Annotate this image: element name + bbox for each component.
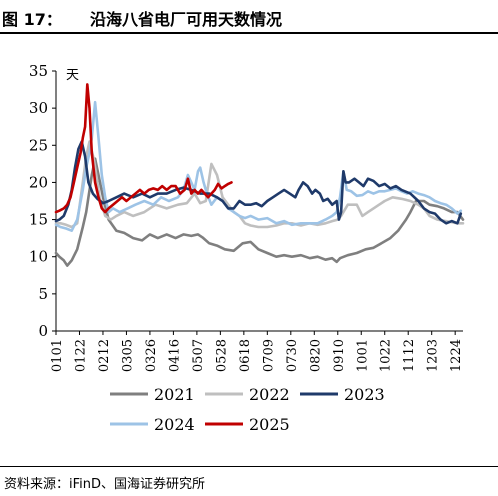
- y-tick-label: 5: [38, 285, 48, 303]
- source-note: 资料来源：iFinD、国海证券研究所: [4, 477, 206, 492]
- legend-label: 2022: [249, 385, 290, 404]
- legend-item-2022: 2022: [205, 385, 290, 404]
- x-tick-label: 0212: [97, 339, 112, 372]
- series-line-2022: [54, 140, 465, 229]
- y-tick-label: 10: [29, 248, 48, 266]
- series-line-2025: [54, 83, 233, 214]
- x-tick-label: 1112: [402, 339, 417, 372]
- x-tick-label: 0910: [332, 339, 347, 372]
- x-tick-label: 0507: [191, 339, 206, 372]
- legend-item-2021: 2021: [110, 385, 195, 404]
- x-tick-label: 0709: [261, 339, 276, 372]
- y-tick-label: 35: [29, 62, 48, 80]
- x-tick-label: 0528: [214, 339, 229, 372]
- y-tick-label: 15: [29, 211, 48, 229]
- legend-label: 2025: [249, 415, 290, 434]
- series-line-2023: [54, 140, 463, 225]
- legend-item-2023: 2023: [300, 385, 385, 404]
- legend-item-2024: 2024: [110, 415, 195, 434]
- x-tick-label: 0101: [50, 339, 65, 372]
- figure-label: 图 17：: [2, 10, 62, 29]
- y-tick-label: 30: [29, 99, 48, 117]
- legend-label: 2024: [154, 415, 195, 434]
- x-tick-label: 1224: [449, 339, 464, 372]
- series-line-2021: [54, 157, 465, 267]
- figure-title-bar: 图 17： 沿海八省电厂可用天数情况: [0, 0, 498, 34]
- y-tick-label: 0: [38, 322, 48, 340]
- footer: 资料来源：iFinD、国海证券研究所: [0, 466, 498, 496]
- x-tick-label: 0122: [73, 339, 88, 372]
- x-tick-label: 0326: [144, 339, 159, 372]
- x-tick-label: 0618: [238, 339, 253, 372]
- legend-item-2025: 2025: [205, 415, 290, 434]
- x-tick-label: 0820: [308, 339, 323, 372]
- x-tick-label: 1022: [379, 339, 394, 372]
- x-tick-label: 1203: [426, 339, 441, 372]
- series-line-2024: [54, 100, 463, 232]
- figure-title: 沿海八省电厂可用天数情况: [90, 10, 283, 29]
- legend-label: 2023: [344, 385, 385, 404]
- legend-label: 2021: [154, 385, 195, 404]
- y-tick-label: 25: [29, 136, 48, 154]
- x-tick-label: 0730: [285, 339, 300, 372]
- y-tick-label: 20: [29, 173, 48, 191]
- x-tick-label: 1001: [355, 339, 370, 372]
- x-tick-label: 0305: [120, 339, 135, 372]
- x-tick-label: 0416: [167, 339, 182, 372]
- y-axis-label: 天: [66, 68, 79, 83]
